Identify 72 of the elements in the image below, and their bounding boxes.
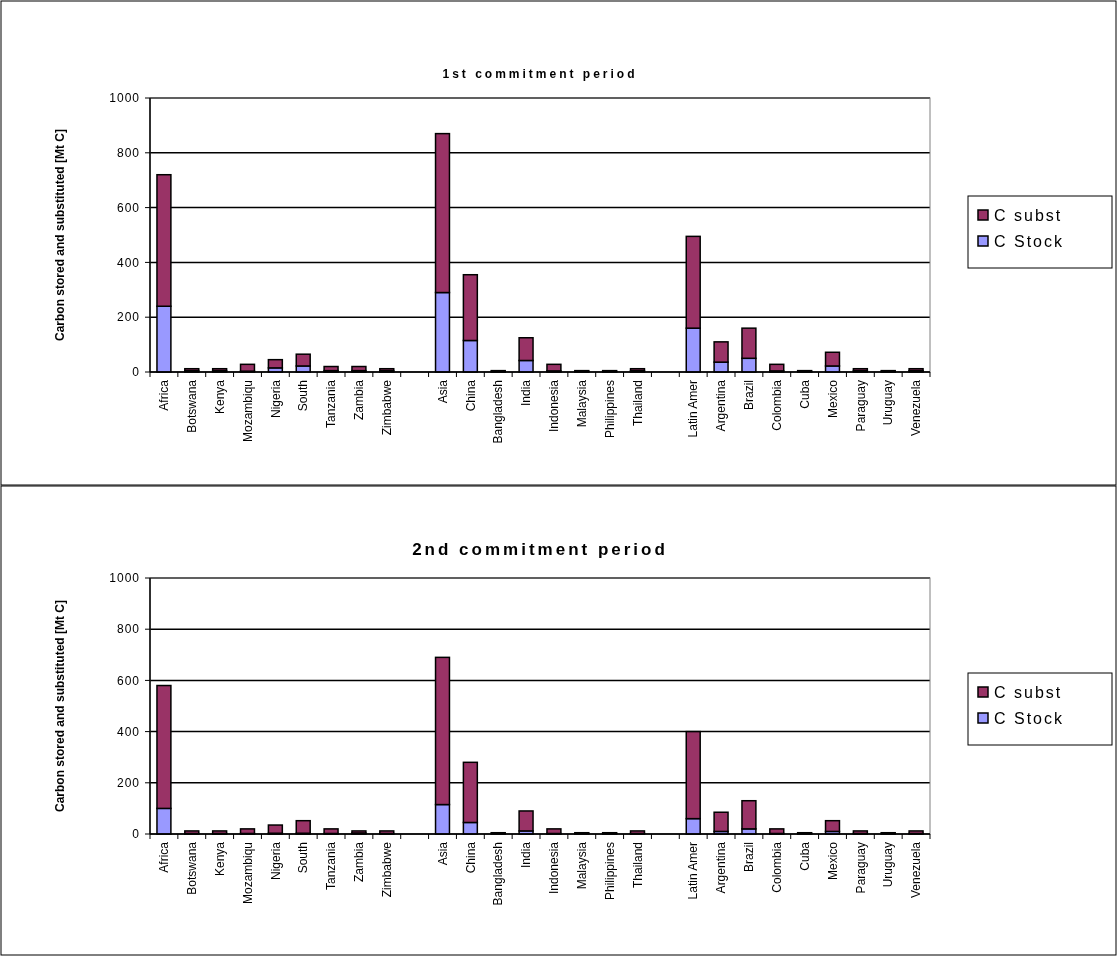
x-tick-label: Mozambiqu <box>240 842 255 905</box>
x-tick-label: Tanzania <box>324 841 339 891</box>
x-tick-label: Botswana <box>184 841 199 895</box>
x-tick-label: Malaysia <box>574 379 589 428</box>
x-tick-label: Latin Amer <box>686 842 701 900</box>
y-tick-label: 1000 <box>109 91 140 106</box>
x-tick-label: Mexico <box>825 841 840 881</box>
x-tick-label: Tanzania <box>324 379 339 429</box>
legend-label: C Stock <box>994 232 1065 250</box>
legend-label: C Stock <box>994 709 1065 727</box>
x-tick-label: India <box>519 841 534 869</box>
x-tick-label: India <box>519 379 534 407</box>
x-tick-label: Asia <box>435 841 450 866</box>
y-tick-label: 1000 <box>109 571 140 586</box>
x-tick-label: Zambia <box>352 841 367 883</box>
x-tick-label: Brazil <box>742 842 757 873</box>
x-tick-label: Colombia <box>769 841 784 893</box>
y-tick-label: 0 <box>132 365 140 380</box>
x-tick-label: Indonesia <box>547 379 562 433</box>
x-tick-label: Kenya <box>212 379 227 415</box>
x-tick-label: Asia <box>435 379 450 404</box>
x-tick-label: Zimbabwe <box>379 841 394 898</box>
x-tick-label: Nigeria <box>268 379 283 419</box>
x-tick-label: Botswana <box>184 379 199 433</box>
x-tick-label: South <box>296 842 311 874</box>
x-tick-label: Paraguay <box>853 842 868 894</box>
x-tick-label: Argentina <box>714 379 729 432</box>
x-tick-label: Indonesia <box>547 841 562 895</box>
y-tick-label: 200 <box>116 776 140 790</box>
x-tick-label: Cuba <box>797 379 812 409</box>
chart-title: 1st commitment period <box>442 67 638 81</box>
x-tick-label: Malaysia <box>574 841 589 890</box>
y-tick-label: 800 <box>116 622 140 637</box>
x-tick-label: Colombia <box>769 379 784 431</box>
x-tick-label: Argentina <box>714 841 729 894</box>
x-tick-label: Cuba <box>797 841 812 871</box>
x-tick-label: Philippines <box>602 842 617 901</box>
x-tick-label: Paraguay <box>853 380 868 432</box>
x-tick-label: Uruguay <box>881 380 896 426</box>
x-tick-label: Kenya <box>212 841 227 877</box>
x-tick-label: Uruguay <box>881 842 896 888</box>
x-tick-label: Zambia <box>352 379 367 421</box>
x-tick-label: Thailand <box>630 842 645 889</box>
x-tick-label: Latin Amer <box>686 380 701 438</box>
x-tick-label: China <box>463 379 478 412</box>
x-tick-label: China <box>463 841 478 874</box>
x-tick-label: Philippines <box>602 380 617 439</box>
x-tick-label: Venezuela <box>909 379 924 437</box>
y-axis-title: Carbon stored and substituted [Mt C] <box>53 129 67 341</box>
y-tick-label: 200 <box>116 310 140 325</box>
x-tick-label: Mexico <box>825 379 840 419</box>
y-tick-label: 0 <box>132 827 140 842</box>
legend-label: C subst <box>994 683 1063 701</box>
x-tick-label: Brazil <box>742 380 757 411</box>
x-tick-label: Venezuela <box>909 841 924 899</box>
x-tick-label: Thailand <box>630 380 645 427</box>
y-tick-label: 400 <box>116 724 140 739</box>
x-tick-label: South <box>296 380 311 412</box>
chart-title: 2nd commitment period <box>412 540 668 559</box>
x-tick-label: Bangladesh <box>491 842 506 906</box>
x-tick-label: Bangladesh <box>491 380 506 444</box>
x-tick-label: Africa <box>157 379 172 411</box>
x-tick-label: Mozambiqu <box>240 380 255 443</box>
x-tick-label: Africa <box>157 841 172 873</box>
legend-label: C subst <box>994 206 1063 224</box>
y-tick-label: 800 <box>116 146 140 160</box>
y-tick-label: 600 <box>116 200 140 215</box>
x-tick-label: Zimbabwe <box>379 379 394 436</box>
y-axis-title: Carbon stored and substituted [Mt C] <box>53 600 67 812</box>
y-tick-label: 600 <box>116 673 140 688</box>
x-tick-label: Nigeria <box>268 841 283 881</box>
y-tick-label: 400 <box>116 255 140 270</box>
